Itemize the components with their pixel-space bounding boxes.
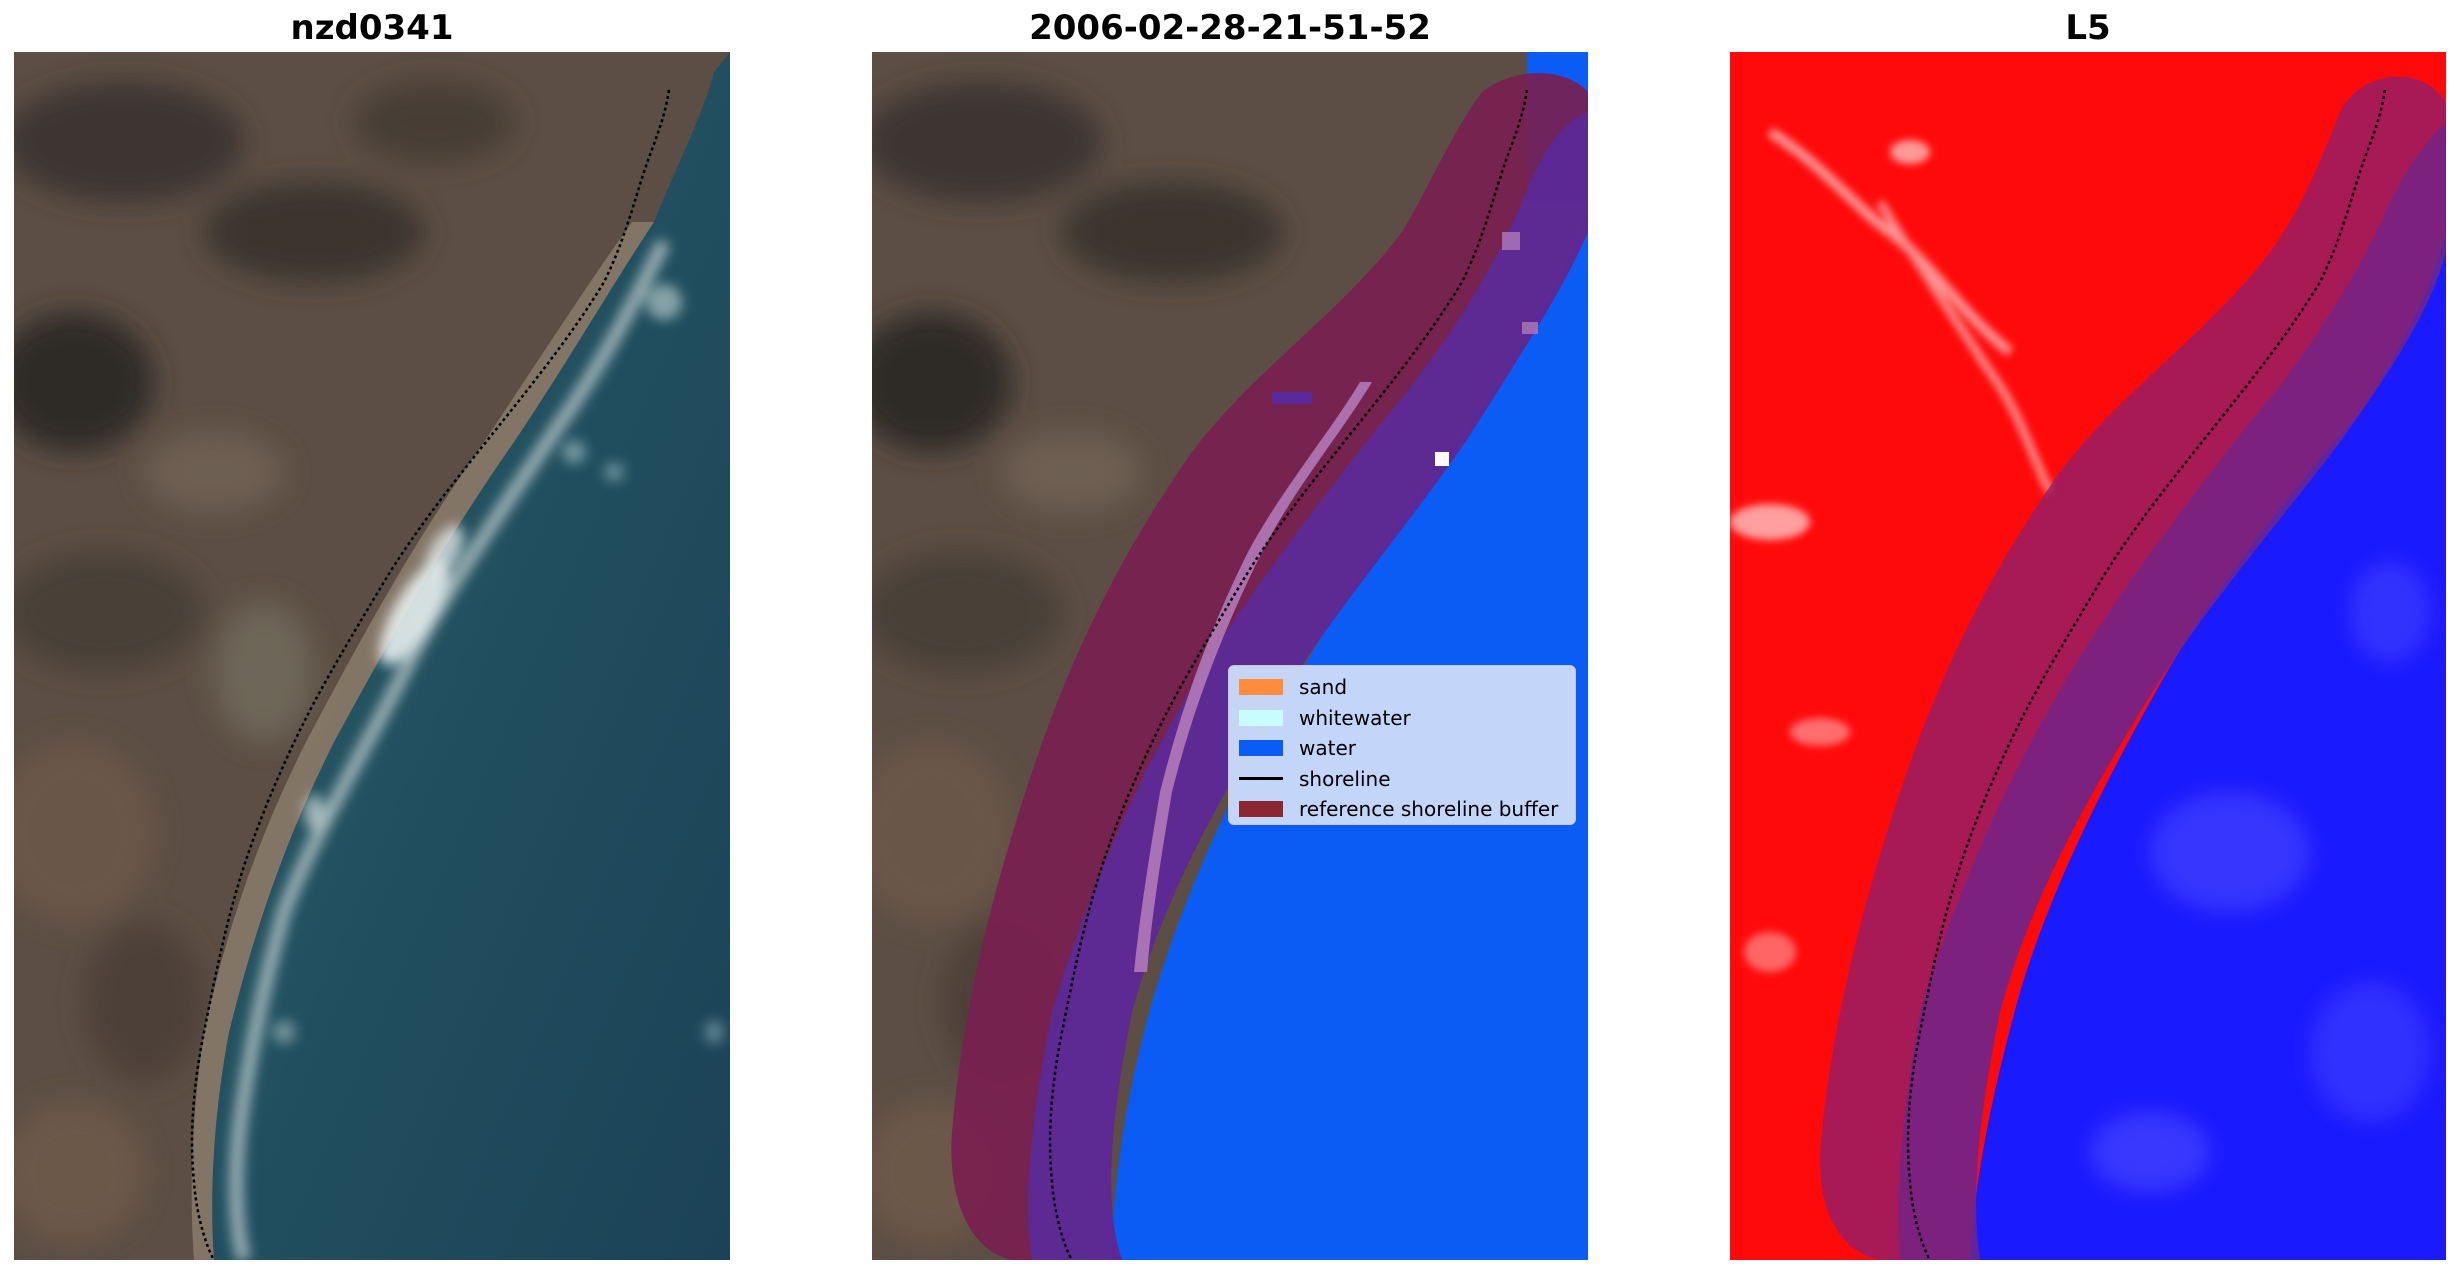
water-swatch [1239, 740, 1283, 757]
shoreline-line [1906, 89, 2387, 1260]
legend-item-water: water [1239, 733, 1565, 764]
shoreline-line [1048, 89, 1529, 1260]
legend-item-sand: sand [1239, 672, 1565, 703]
shoreline-swatch [1239, 777, 1283, 781]
buffer-swatch [1239, 801, 1283, 818]
index-water-area [1970, 232, 2446, 1260]
index-image [1730, 52, 2446, 1260]
buffer-water-overlap [1898, 122, 2446, 1260]
legend-item-shoreline: shoreline [1239, 764, 1565, 795]
whitewater-swatch [1239, 709, 1283, 726]
legend-item-buffer: reference shoreline buffer [1239, 794, 1565, 825]
land-terrain [14, 82, 514, 1242]
sand-swatch [1239, 679, 1283, 696]
surf-whitewater [229, 238, 724, 1260]
rgb-image-panel [14, 52, 730, 1260]
legend-item-whitewater: whitewater [1239, 703, 1565, 734]
buffer-water-overlap [1028, 112, 1588, 1260]
classification-panel [872, 52, 1588, 1260]
water-class-area [1112, 52, 1588, 1260]
panel-title-classification: 2006-02-28-21-51-52 [1029, 8, 1431, 48]
classification-image [872, 52, 1588, 1260]
whitewater-patch [1435, 452, 1449, 466]
rgb-satellite-image [14, 52, 730, 1260]
panel-title-rgb: nzd0341 [290, 8, 454, 48]
legend: sand whitewater water shoreline referenc… [1228, 665, 1576, 825]
panel-title-index: L5 [2065, 8, 2111, 48]
index-panel [1730, 52, 2446, 1260]
shoreline-line [190, 89, 671, 1260]
